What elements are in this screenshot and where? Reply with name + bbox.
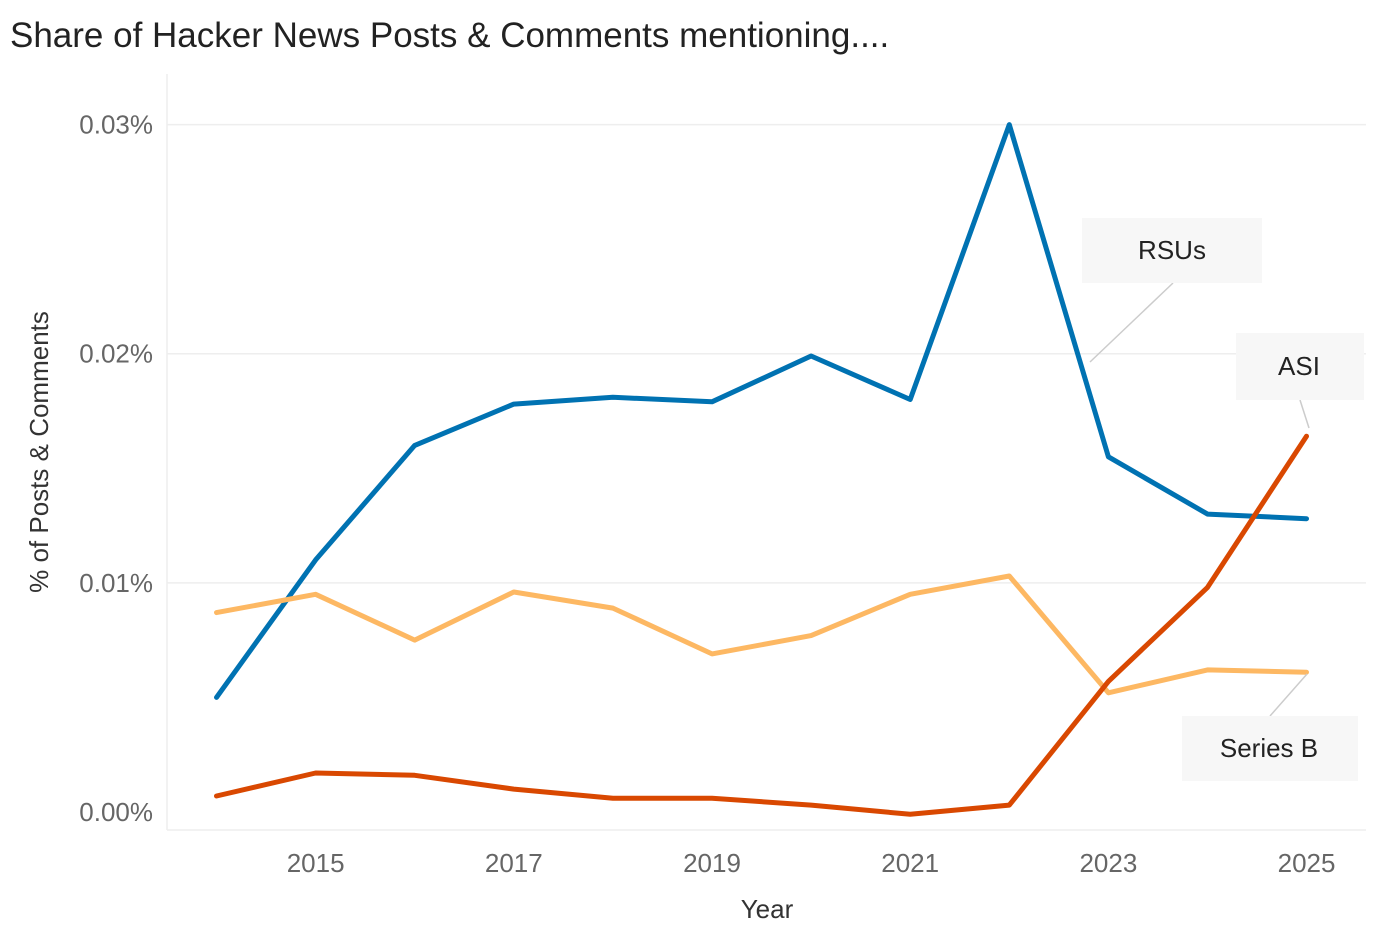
x-tick-label: 2017 xyxy=(485,848,543,878)
y-tick-label: 0.00% xyxy=(79,797,153,827)
x-tick-label: 2019 xyxy=(683,848,741,878)
y-axis-title: % of Posts & Comments xyxy=(24,311,54,593)
asi-callout-box xyxy=(1236,333,1364,400)
series-line-rsus xyxy=(214,122,1309,700)
x-tick-label: 2015 xyxy=(287,848,345,878)
x-tick-labels: 2015 2017 2019 2021 2023 2025 xyxy=(287,848,1336,878)
series-b-callout-box xyxy=(1182,716,1358,781)
y-tick-label: 0.03% xyxy=(79,110,153,140)
asi-callout-line xyxy=(1299,399,1310,429)
y-tick-label: 0.02% xyxy=(79,339,153,369)
y-tick-labels: 0.00% 0.01% 0.02% 0.03% xyxy=(79,110,153,827)
x-axis-title: Year xyxy=(741,894,794,924)
axes xyxy=(166,74,1366,831)
x-tick-label: 2021 xyxy=(881,848,939,878)
chart-title: Share of Hacker News Posts & Comments me… xyxy=(10,16,890,55)
series-lines xyxy=(214,122,1309,817)
rsus-callout-line xyxy=(1089,282,1174,363)
x-tick-label: 2025 xyxy=(1278,848,1336,878)
rsus-callout-box xyxy=(1082,218,1262,283)
rsus-label: RSUs xyxy=(1138,235,1206,265)
gridlines xyxy=(167,123,1366,584)
annotations: RSUs ASI Series B xyxy=(1082,218,1364,781)
series-line-asi xyxy=(214,433,1309,817)
series-b-label: Series B xyxy=(1220,733,1318,763)
y-tick-label: 0.01% xyxy=(79,568,153,598)
series-line-series-b xyxy=(214,573,1309,696)
series-b-callout-line xyxy=(1269,673,1308,717)
asi-label: ASI xyxy=(1278,351,1320,381)
x-tick-label: 2023 xyxy=(1079,848,1137,878)
